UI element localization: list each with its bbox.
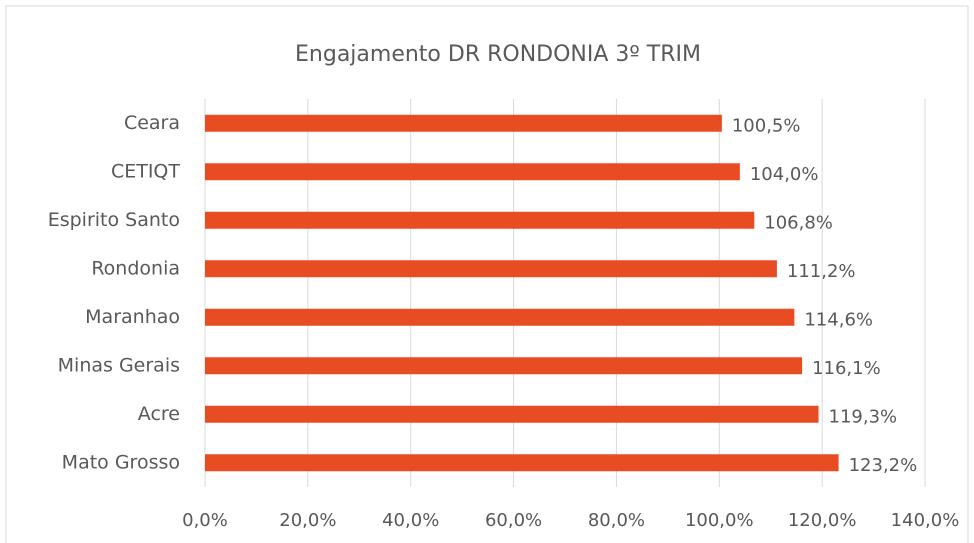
bar [205, 454, 839, 472]
chart-title: Engajamento DR RONDONIA 3º TRIM [295, 42, 701, 67]
y-tick-label: Maranhao [85, 306, 180, 328]
x-tick-label: 140,0% [891, 510, 960, 531]
y-tick-label: Ceara [124, 112, 180, 134]
data-label: 104,0% [750, 164, 819, 185]
bar [205, 211, 755, 229]
x-tick-label: 60,0% [485, 510, 542, 531]
x-tick-label: 0,0% [182, 510, 228, 531]
data-label: 106,8% [764, 212, 833, 233]
y-tick-label: CETIQT [111, 160, 180, 182]
bar [205, 405, 819, 423]
x-tick-label: 20,0% [279, 510, 336, 531]
x-tick-label: 80,0% [588, 510, 645, 531]
y-tick-label: Acre [138, 403, 180, 425]
y-tick-label: Rondonia [91, 257, 180, 279]
x-tick-label: 40,0% [382, 510, 439, 531]
bar [205, 308, 795, 326]
y-tick-label: Espirito Santo [48, 209, 180, 231]
bar [205, 163, 740, 181]
data-label: 116,1% [812, 358, 881, 379]
bar [205, 357, 803, 375]
bar [205, 260, 777, 278]
data-label: 123,2% [849, 455, 918, 476]
data-label: 119,3% [829, 406, 898, 427]
data-label: 111,2% [787, 261, 856, 282]
x-tick-label: 120,0% [788, 510, 857, 531]
data-label: 100,5% [732, 115, 801, 136]
data-label: 114,6% [804, 309, 873, 330]
bar [205, 114, 722, 132]
x-tick-label: 100,0% [685, 510, 754, 531]
y-tick-label: Mato Grosso [62, 451, 180, 473]
y-tick-label: Minas Gerais [58, 354, 180, 376]
